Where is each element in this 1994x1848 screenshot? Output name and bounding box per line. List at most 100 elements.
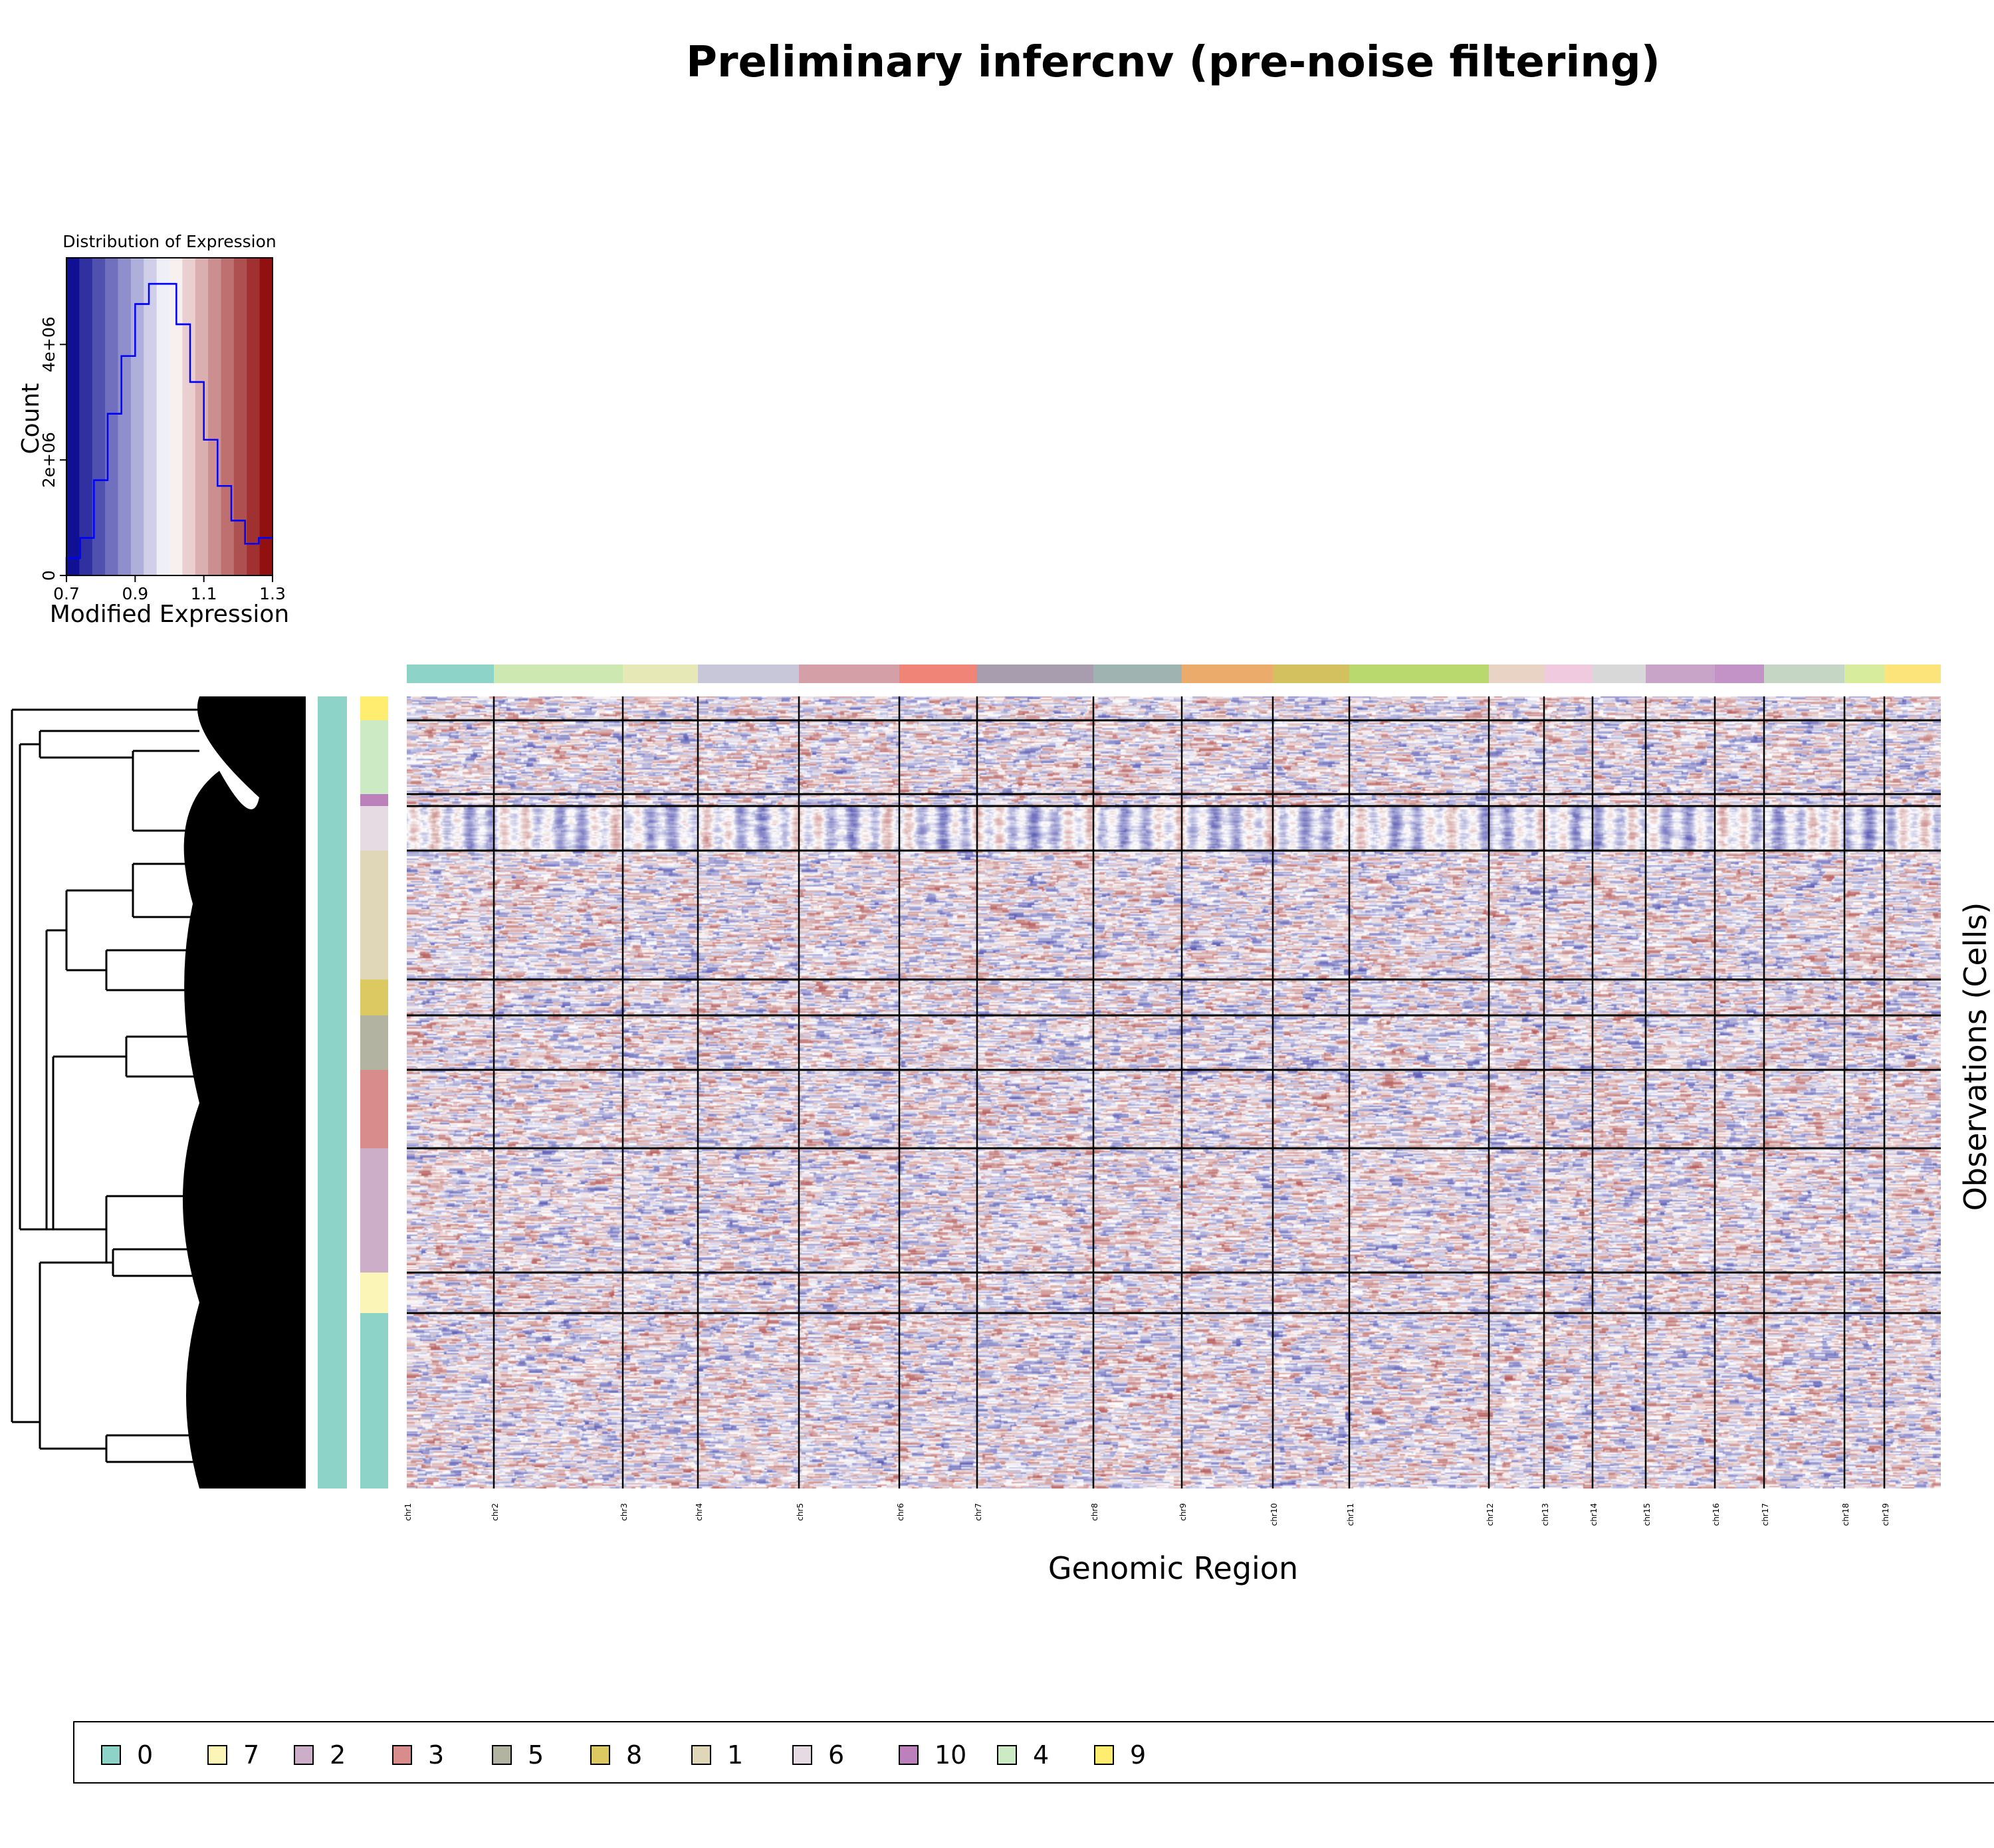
chromosome-segment: [1715, 665, 1764, 683]
legend-label: 0: [137, 1740, 154, 1770]
reference-annotation-bar: [318, 696, 347, 1489]
legend-item: 1: [691, 1742, 743, 1768]
histogram-x-tick-label: 0.9: [122, 584, 148, 603]
legend-item: 7: [207, 1742, 259, 1768]
chromosome-label: chr18: [1841, 1503, 1850, 1526]
histogram-axes: 0.7 0.9 1.1 1.3 0 2e+06 4e+06: [39, 257, 286, 603]
chromosome-segment: [1182, 665, 1273, 683]
legend-label: 6: [828, 1740, 845, 1770]
chromosome-label: chr8: [1090, 1503, 1099, 1521]
histogram-color-band: [156, 258, 170, 575]
chromosome-segment: [799, 665, 899, 683]
histogram-color-band: [105, 258, 119, 575]
chromosome-label: chr13: [1541, 1503, 1550, 1526]
chromosome-label: chr5: [796, 1503, 805, 1521]
chromosome-segment: [1764, 665, 1844, 683]
legend-label: 9: [1130, 1740, 1147, 1770]
chromosome-segment: [977, 665, 1093, 683]
chromosome-label: chr19: [1881, 1503, 1890, 1526]
heatmap-x-axis-label: Genomic Region: [1048, 1550, 1298, 1586]
cluster-segment: [360, 720, 388, 794]
chromosome-label: chr4: [695, 1503, 704, 1521]
cluster-legend: 0 7 2 3 5 8 1 6 10 4 9: [73, 1721, 1994, 1784]
chromosome-segment: [899, 665, 977, 683]
histogram-color-band: [233, 258, 247, 575]
heatmap-boundary-lines: [407, 696, 1941, 1489]
legend-label: 2: [330, 1740, 346, 1770]
legend-label: 8: [626, 1740, 643, 1770]
legend-item: 8: [590, 1742, 642, 1768]
cluster-segment: [360, 979, 388, 1015]
histogram-y-tick-label: 4e+06: [39, 316, 58, 372]
expression-histogram: Distribution of Expression 0.7 0.9 1.1 1.30…: [17, 232, 289, 628]
histogram-color-band: [79, 258, 93, 575]
legend-label: 3: [428, 1740, 445, 1770]
chromosome-label: chr10: [1270, 1503, 1279, 1526]
histogram-frame: [66, 257, 273, 576]
legend-label: 7: [243, 1740, 260, 1770]
cluster-segment: [360, 1015, 388, 1070]
chromosome-segment: [1593, 665, 1646, 683]
chromosome-label: chr14: [1589, 1503, 1599, 1526]
chromosome-label: chr3: [619, 1503, 629, 1521]
histogram-color-band: [66, 258, 80, 575]
legend-item: 2: [294, 1742, 346, 1768]
chromosome-label: chr6: [896, 1503, 905, 1521]
chromosome-label: chr2: [491, 1503, 500, 1521]
chromosome-label: chr7: [974, 1503, 983, 1521]
cluster-annotation-bar: [360, 696, 388, 1489]
chromosome-label: chr1: [403, 1503, 413, 1521]
histogram-color-band: [247, 258, 261, 575]
cell-dendrogram: [11, 696, 306, 1489]
chromosome-color-bar: [407, 665, 1941, 683]
histogram-y-axis-label: Count: [17, 383, 45, 455]
histogram-title: Distribution of Expression: [62, 232, 277, 251]
histogram-x-tick-label: 1.3: [259, 584, 286, 603]
histogram-color-band: [195, 258, 209, 575]
legend-label: 5: [528, 1740, 544, 1770]
histogram-color-band: [92, 258, 106, 575]
chromosome-segment: [623, 665, 698, 683]
chromosome-label: chr11: [1346, 1503, 1355, 1526]
chromosome-segment: [1646, 665, 1715, 683]
legend-label: 4: [1033, 1740, 1050, 1770]
chromosome-segment: [494, 665, 623, 683]
cluster-segment: [360, 1273, 388, 1313]
heatmap-image: [407, 696, 1941, 1489]
cnv-heatmap: [407, 696, 1941, 1489]
histogram-x-tick-label: 0.7: [53, 584, 80, 603]
histogram-x-axis-label: Modified Expression: [50, 601, 289, 628]
chromosome-segment: [1489, 665, 1544, 683]
histogram-color-band: [259, 258, 273, 575]
histogram-x-tick-label: 1.1: [191, 584, 217, 603]
legend-swatch: [997, 1745, 1017, 1765]
legend-swatch: [1094, 1745, 1114, 1765]
chromosome-segment: [1544, 665, 1593, 683]
legend-swatch: [392, 1745, 412, 1765]
cluster-segment: [360, 696, 388, 720]
histogram-color-band: [182, 258, 196, 575]
legend-item: 0: [101, 1742, 153, 1768]
histogram-color-band: [221, 258, 235, 575]
chromosome-segment: [1093, 665, 1182, 683]
legend-label: 10: [935, 1740, 967, 1770]
histogram-color-band: [144, 258, 158, 575]
legend-swatch: [590, 1745, 610, 1765]
chromosome-label: chr15: [1642, 1503, 1652, 1526]
cluster-segment: [360, 851, 388, 979]
legend-swatch: [899, 1745, 919, 1765]
cluster-segment: [360, 1313, 388, 1489]
chromosome-segment: [1349, 665, 1489, 683]
chromosome-label: chr16: [1712, 1503, 1721, 1526]
cluster-segment: [360, 794, 388, 806]
cluster-segment: [360, 1070, 388, 1148]
legend-label: 1: [727, 1740, 744, 1770]
legend-swatch: [207, 1745, 227, 1765]
chromosome-segment: [1884, 665, 1941, 683]
histogram-color-band: [169, 258, 183, 575]
histogram-color-bands: [66, 258, 273, 575]
legend-swatch: [294, 1745, 314, 1765]
legend-item: 10: [899, 1742, 966, 1768]
legend-item: 4: [997, 1742, 1049, 1768]
